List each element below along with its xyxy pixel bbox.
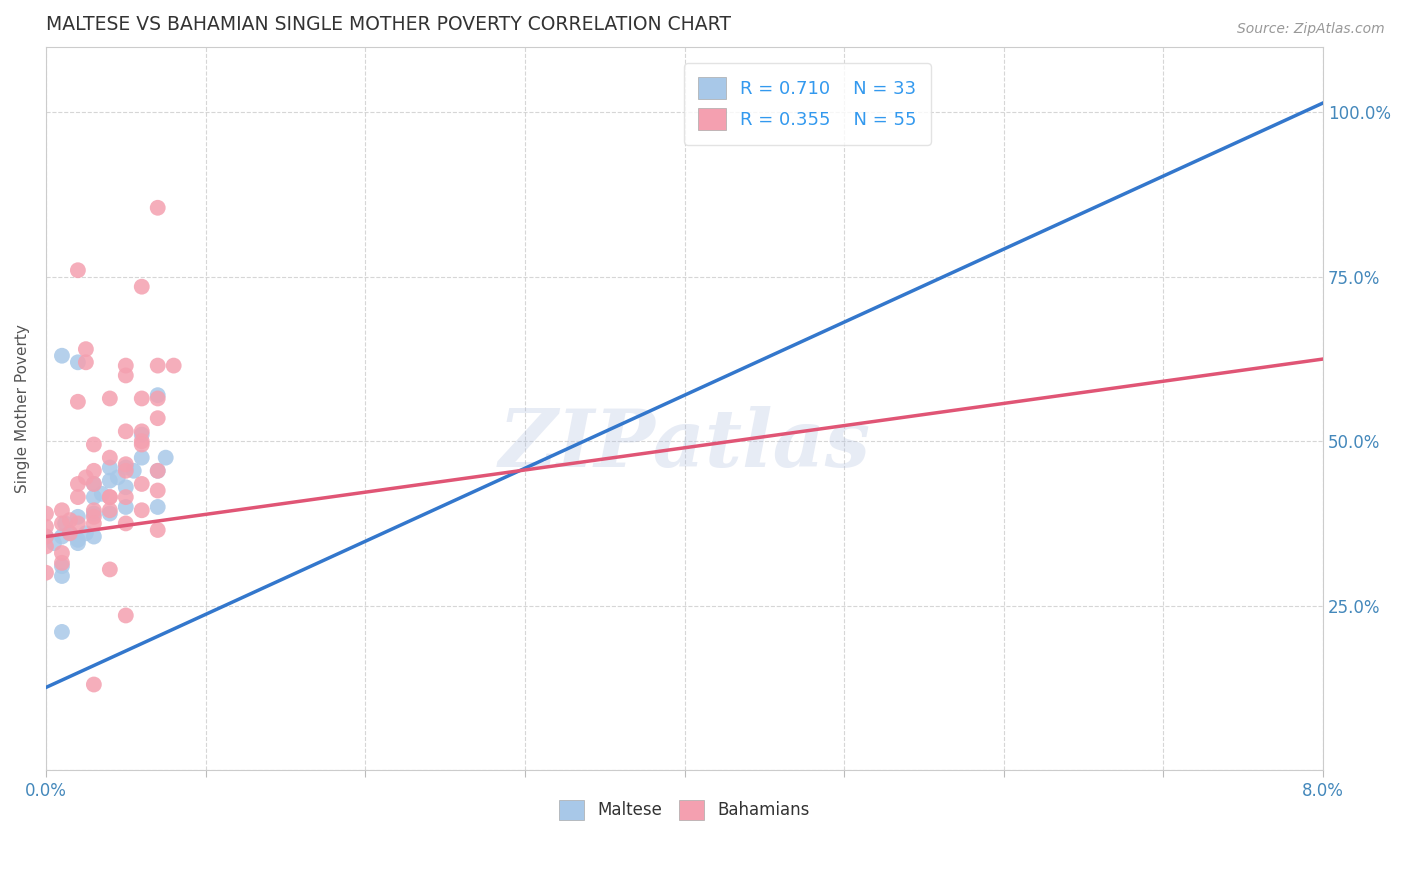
Point	[51, 556, 73, 570]
Point	[83, 477, 105, 491]
Point	[146, 411, 169, 425]
Point	[35, 507, 58, 521]
Point	[75, 526, 97, 541]
Point	[114, 368, 136, 383]
Y-axis label: Single Mother Poverty: Single Mother Poverty	[15, 324, 30, 492]
Point	[114, 425, 136, 439]
Point	[131, 425, 153, 439]
Point	[83, 509, 105, 524]
Point	[83, 464, 105, 478]
Point	[114, 464, 136, 478]
Point	[98, 490, 121, 504]
Point	[66, 533, 89, 547]
Point	[53, 516, 76, 531]
Point	[66, 490, 89, 504]
Point	[66, 536, 89, 550]
Point	[35, 530, 58, 544]
Text: MALTESE VS BAHAMIAN SINGLE MOTHER POVERTY CORRELATION CHART: MALTESE VS BAHAMIAN SINGLE MOTHER POVERT…	[46, 15, 731, 34]
Point	[131, 392, 153, 406]
Point	[51, 516, 73, 531]
Point	[98, 474, 121, 488]
Point	[51, 624, 73, 639]
Point	[146, 392, 169, 406]
Point	[131, 503, 153, 517]
Point	[114, 490, 136, 504]
Point	[83, 490, 105, 504]
Point	[107, 470, 129, 484]
Point	[146, 464, 169, 478]
Point	[131, 427, 153, 442]
Point	[66, 516, 89, 531]
Point	[83, 477, 105, 491]
Point	[66, 355, 89, 369]
Point	[131, 437, 153, 451]
Point	[146, 201, 169, 215]
Point	[131, 477, 153, 491]
Point	[35, 540, 58, 554]
Point	[131, 434, 153, 449]
Point	[131, 450, 153, 465]
Point	[163, 359, 186, 373]
Point	[98, 450, 121, 465]
Point	[90, 487, 112, 501]
Point	[131, 279, 153, 293]
Point	[51, 559, 73, 574]
Point	[98, 490, 121, 504]
Point	[122, 464, 145, 478]
Point	[51, 530, 73, 544]
Point	[83, 437, 105, 451]
Point	[114, 457, 136, 471]
Point	[42, 536, 65, 550]
Point	[35, 566, 58, 580]
Point	[66, 394, 89, 409]
Point	[35, 530, 58, 544]
Point	[114, 500, 136, 514]
Point	[114, 359, 136, 373]
Point	[146, 500, 169, 514]
Point	[83, 530, 105, 544]
Point	[155, 450, 177, 465]
Point	[98, 392, 121, 406]
Point	[66, 477, 89, 491]
Point	[146, 464, 169, 478]
Legend: Maltese, Bahamians: Maltese, Bahamians	[553, 793, 817, 827]
Point	[146, 523, 169, 537]
Point	[35, 519, 58, 533]
Point	[59, 513, 82, 527]
Point	[66, 263, 89, 277]
Point	[75, 342, 97, 356]
Point	[146, 359, 169, 373]
Point	[83, 677, 105, 691]
Point	[83, 503, 105, 517]
Point	[59, 526, 82, 541]
Point	[59, 526, 82, 541]
Point	[98, 503, 121, 517]
Point	[51, 503, 73, 517]
Point	[114, 516, 136, 531]
Text: ZIPatlas: ZIPatlas	[499, 406, 870, 483]
Point	[51, 546, 73, 560]
Point	[146, 483, 169, 498]
Point	[83, 516, 105, 531]
Point	[66, 509, 89, 524]
Point	[114, 608, 136, 623]
Point	[98, 460, 121, 475]
Point	[98, 507, 121, 521]
Point	[114, 480, 136, 494]
Point	[51, 349, 73, 363]
Point	[75, 470, 97, 484]
Point	[146, 388, 169, 402]
Point	[75, 355, 97, 369]
Text: Source: ZipAtlas.com: Source: ZipAtlas.com	[1237, 22, 1385, 37]
Point	[83, 507, 105, 521]
Point	[51, 569, 73, 583]
Point	[98, 562, 121, 576]
Point	[114, 460, 136, 475]
